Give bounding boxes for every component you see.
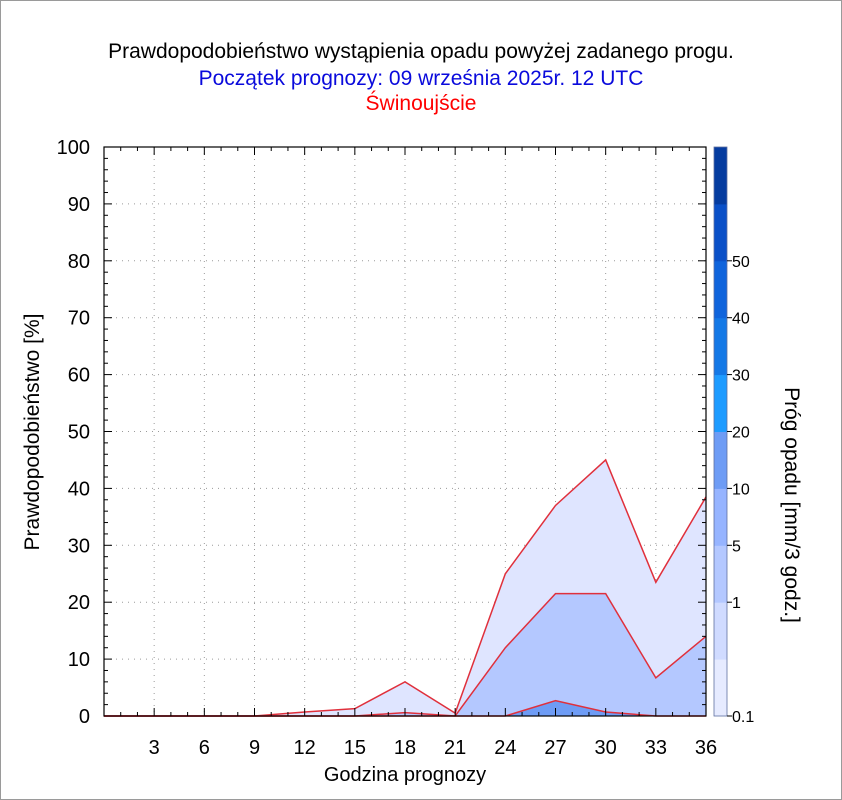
y-tick-label: 70 [68,308,90,330]
colorbar-segment [714,147,727,205]
y-tick-label: 50 [68,422,90,444]
colorbar-label: 1 [732,595,741,612]
y-tick-label: 20 [68,592,90,614]
forecast-start-subtitle: Początek prognozy: 09 września 2025r. 12… [198,67,644,90]
colorbar-segment [714,659,727,717]
chart-title: Prawdopodobieństwo wystąpienia opadu pow… [108,40,734,63]
x-tick-label: 30 [595,737,617,759]
x-tick-label: 21 [444,737,466,759]
colorbar-label: 5 [732,538,741,555]
x-tick-label: 3 [149,737,160,759]
plot-border [103,146,707,717]
y-tick-label: 30 [68,535,90,557]
colorbar-title: Próg opadu [mm/3 godz.] [780,387,803,623]
colorbar-segment [714,317,727,376]
y-tick-label: 60 [68,365,90,387]
x-axis-title: Godzina prognozy [324,764,486,786]
colorbar-label: 10 [732,481,750,498]
y-tick-label: 0 [79,706,90,728]
y-tick-label: 90 [68,194,90,216]
colorbar-segment [714,260,727,319]
x-tick-label: 33 [645,737,667,759]
colorbar-segment [714,602,727,660]
area-threshold-1 [104,593,706,716]
x-tick-label: 12 [294,737,316,759]
x-tick-label: 27 [544,737,566,759]
colorbar-segment [714,374,727,432]
colorbar-label: 20 [732,425,750,442]
colorbar-label: 30 [732,368,750,385]
y-axis-title: Prawdopodobieństwo [%] [21,314,44,551]
colorbar-label: 0.1 [732,709,754,726]
y-tick-label: 100 [57,137,90,159]
colorbar-segment [714,431,727,489]
colorbar-segment [714,545,727,603]
x-tick-label: 24 [494,737,516,759]
location-name: Świnoujście [365,92,477,115]
colorbar-segment [714,488,727,546]
colorbar-segment [714,203,727,262]
x-tick-label: 36 [695,737,717,759]
x-tick-label: 18 [394,737,416,759]
x-tick-label: 6 [199,737,210,759]
x-tick-label: 9 [249,737,260,759]
y-tick-label: 80 [68,251,90,273]
x-tick-label: 15 [344,737,366,759]
colorbar-label: 40 [732,311,750,328]
y-tick-label: 40 [68,478,90,500]
y-tick-label: 10 [68,649,90,671]
colorbar-label: 50 [732,254,750,271]
